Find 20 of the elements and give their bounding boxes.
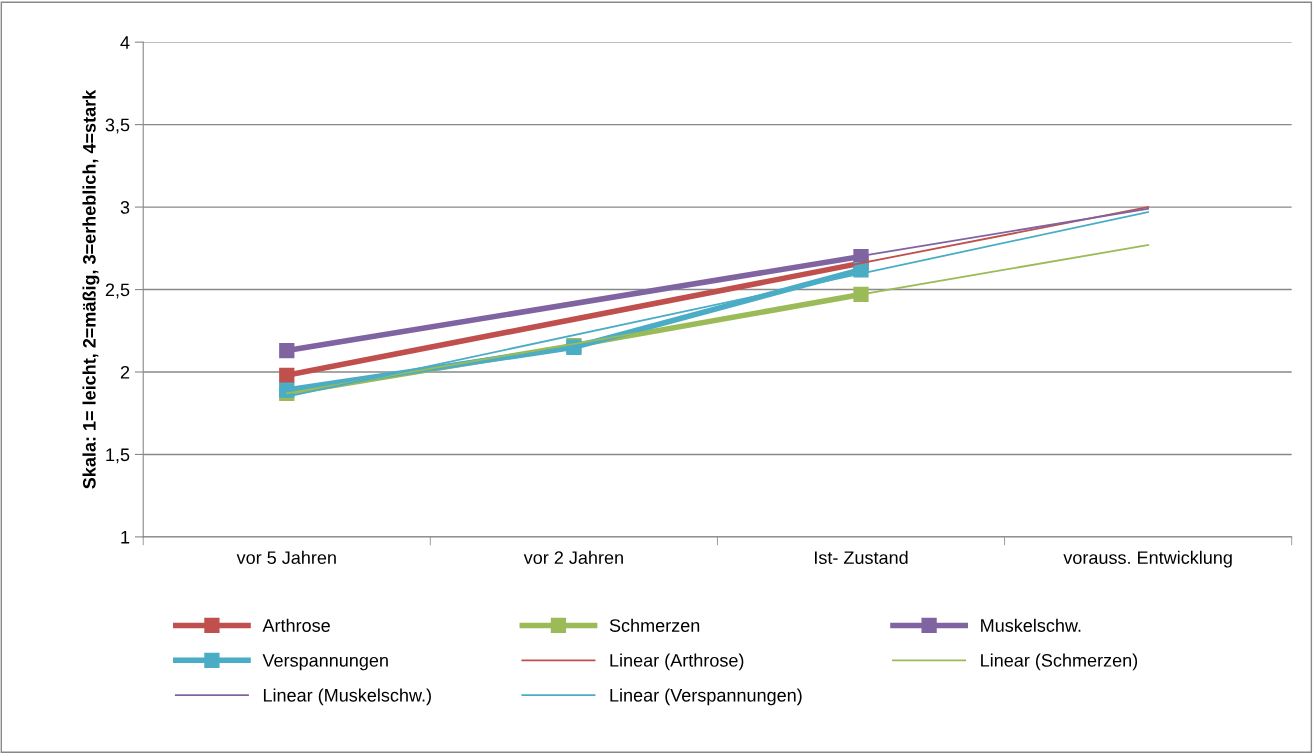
legend-label: Muskelschw. [981, 618, 1081, 632]
x-tick-label: Ist- Zustand [815, 550, 908, 565]
y-axis-title: Skala: 1= leicht, 2=mäßig, 3=erheblich, 4=stark [82, 89, 100, 489]
y-tick-label: 3,5 [105, 118, 130, 134]
legend-label: Arthrose [262, 618, 330, 632]
y-tick-label: 4 [120, 36, 130, 49]
legend-label: Linear (Arthrose) [610, 653, 744, 671]
y-tick-label: 3 [120, 201, 130, 214]
y-tick-label: 2,5 [105, 283, 130, 299]
legend-label: Linear (Schmerzen) [981, 653, 1138, 671]
y-tick-label: 1,5 [106, 448, 130, 464]
legend-label: Linear (Verspannungen) [610, 688, 802, 706]
y-tick-label: 1 [121, 531, 130, 544]
x-tick-label: vorauss. Entwicklung [1063, 550, 1232, 568]
legend-label: Schmerzen [609, 618, 700, 632]
x-tick-label: vor 5 Jahren [236, 550, 336, 565]
x-tick-label: vor 2 Jahren [523, 550, 623, 565]
legend-label: Verspannungen [262, 654, 388, 671]
legend-label: Linear (Muskelschw.) [263, 688, 431, 706]
y-tick-label: 2 [120, 365, 130, 379]
